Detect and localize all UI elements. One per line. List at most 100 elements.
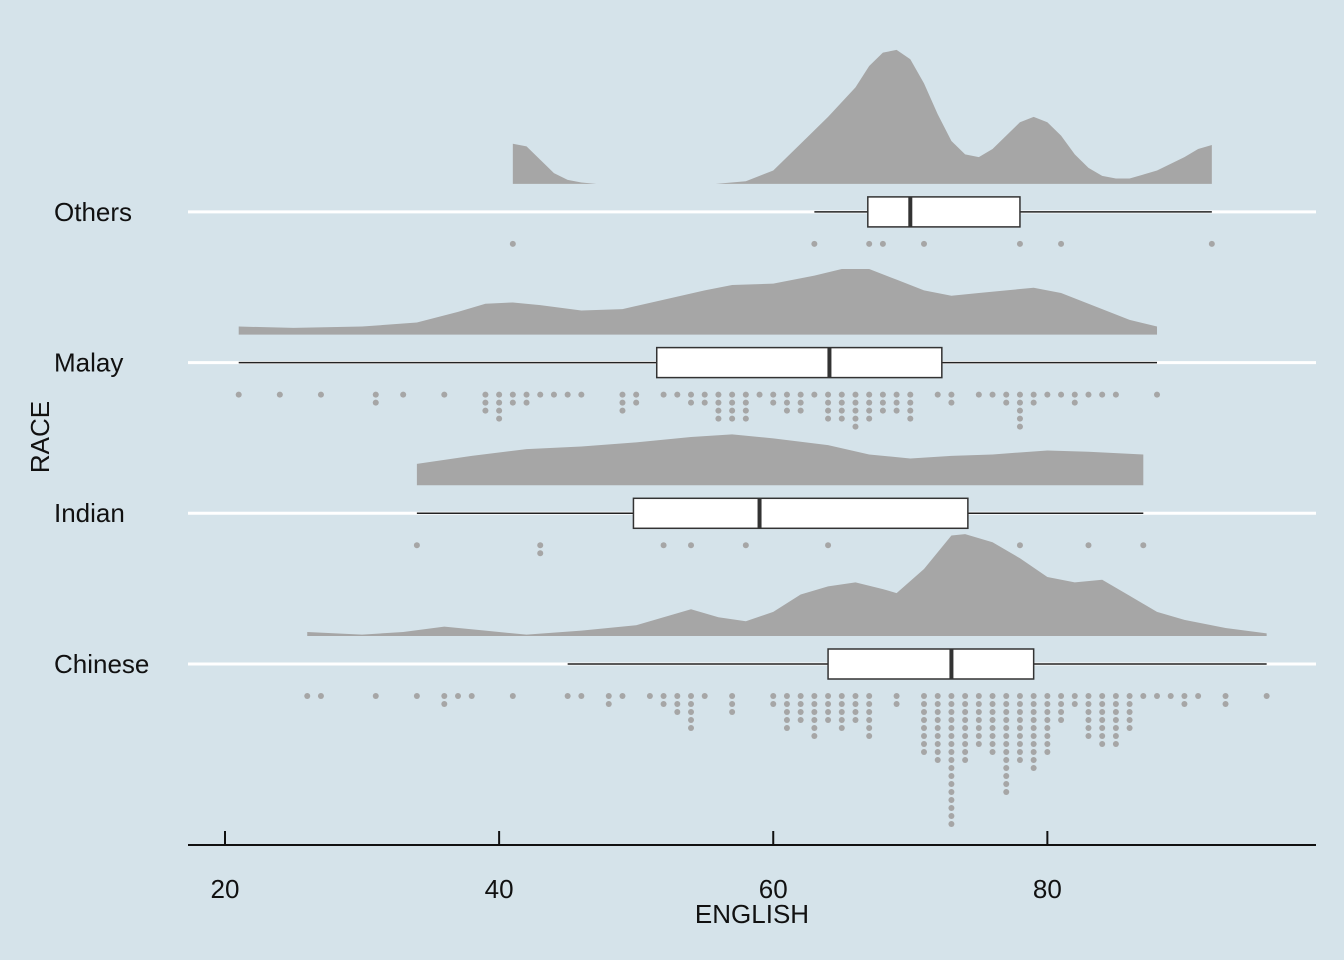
dot bbox=[729, 391, 736, 398]
dot bbox=[948, 701, 955, 707]
dot bbox=[1099, 717, 1106, 723]
dot bbox=[838, 693, 845, 699]
dot bbox=[893, 693, 900, 699]
dot bbox=[1222, 701, 1229, 707]
dot bbox=[825, 709, 832, 715]
dot bbox=[715, 415, 722, 422]
dot bbox=[948, 797, 955, 803]
dot bbox=[866, 709, 873, 715]
dot bbox=[646, 693, 653, 699]
dot bbox=[948, 399, 955, 406]
dot bbox=[879, 240, 886, 247]
dot bbox=[852, 415, 859, 422]
dot bbox=[893, 391, 900, 398]
dot bbox=[1016, 741, 1023, 747]
dot bbox=[688, 709, 695, 715]
dot bbox=[934, 391, 941, 398]
dot bbox=[674, 391, 681, 398]
density bbox=[307, 534, 1267, 636]
dot bbox=[1126, 725, 1133, 731]
dot bbox=[1030, 391, 1037, 398]
dot bbox=[701, 693, 708, 699]
dot bbox=[496, 407, 503, 414]
dot bbox=[729, 701, 736, 707]
dot bbox=[1044, 717, 1051, 723]
y-axis-title: RACE bbox=[25, 401, 55, 473]
dot bbox=[1003, 399, 1010, 406]
dot bbox=[441, 391, 448, 398]
dot bbox=[934, 757, 941, 763]
dot bbox=[1085, 725, 1092, 731]
dot bbox=[948, 693, 955, 699]
dot bbox=[1003, 789, 1010, 795]
density bbox=[416, 434, 1144, 486]
dot bbox=[866, 733, 873, 739]
dot bbox=[1058, 693, 1065, 699]
dot bbox=[838, 725, 845, 731]
dot bbox=[729, 415, 736, 422]
dot bbox=[1003, 693, 1010, 699]
dot bbox=[825, 415, 832, 422]
dot bbox=[852, 701, 859, 707]
dot bbox=[1140, 693, 1147, 699]
dot bbox=[701, 391, 708, 398]
dot bbox=[1208, 240, 1215, 247]
y-tick-label: Others bbox=[54, 197, 132, 227]
dot bbox=[962, 701, 969, 707]
dot bbox=[1030, 725, 1037, 731]
dot bbox=[921, 701, 928, 707]
dot bbox=[921, 709, 928, 715]
box bbox=[632, 497, 969, 530]
dot bbox=[1112, 701, 1119, 707]
dot bbox=[537, 550, 544, 557]
dot bbox=[838, 415, 845, 422]
dot bbox=[550, 391, 557, 398]
dot bbox=[1112, 725, 1119, 731]
dot bbox=[742, 407, 749, 414]
dot bbox=[1071, 391, 1078, 398]
dot bbox=[1112, 717, 1119, 723]
dot bbox=[317, 391, 324, 398]
dot bbox=[948, 725, 955, 731]
dot bbox=[304, 693, 311, 699]
dot bbox=[1003, 725, 1010, 731]
dot bbox=[742, 399, 749, 406]
dot bbox=[496, 415, 503, 422]
dot bbox=[975, 709, 982, 715]
dot bbox=[838, 709, 845, 715]
dot bbox=[674, 701, 681, 707]
dot bbox=[1126, 717, 1133, 723]
dot bbox=[1016, 399, 1023, 406]
dot bbox=[619, 693, 626, 699]
dot bbox=[948, 717, 955, 723]
dot bbox=[1085, 717, 1092, 723]
dot bbox=[893, 701, 900, 707]
dot bbox=[948, 821, 955, 827]
dot bbox=[1016, 717, 1023, 723]
dot bbox=[934, 709, 941, 715]
dot bbox=[372, 391, 379, 398]
dot bbox=[1071, 701, 1078, 707]
dot bbox=[989, 717, 996, 723]
dot bbox=[1112, 709, 1119, 715]
dot bbox=[1003, 765, 1010, 771]
dot bbox=[948, 805, 955, 811]
dot bbox=[1030, 749, 1037, 755]
dot bbox=[660, 542, 667, 549]
dot bbox=[523, 399, 530, 406]
dot bbox=[811, 693, 818, 699]
dot bbox=[783, 709, 790, 715]
dot bbox=[482, 391, 489, 398]
dot bbox=[729, 693, 736, 699]
dot bbox=[1030, 399, 1037, 406]
dot bbox=[729, 399, 736, 406]
dot bbox=[783, 725, 790, 731]
dot bbox=[852, 391, 859, 398]
dot bbox=[783, 399, 790, 406]
dot bbox=[1126, 701, 1133, 707]
box bbox=[655, 346, 943, 379]
dot bbox=[413, 693, 420, 699]
dot bbox=[989, 733, 996, 739]
dot bbox=[989, 749, 996, 755]
dot bbox=[1181, 693, 1188, 699]
